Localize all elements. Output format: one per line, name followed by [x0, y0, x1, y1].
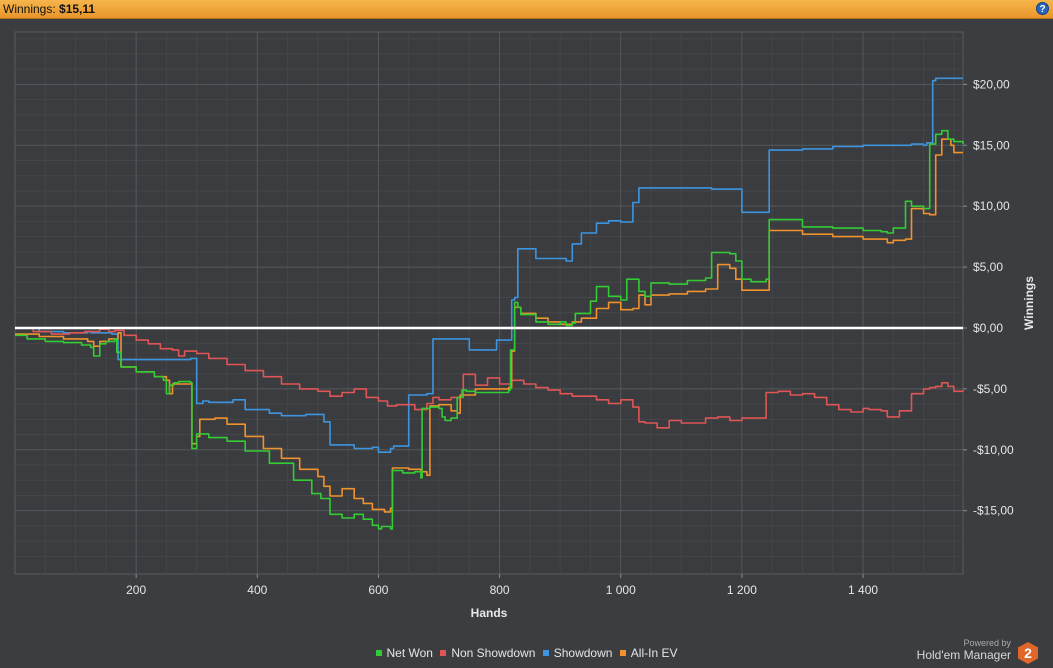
- legend-swatch: [619, 650, 626, 656]
- y-tick-label: $20,00: [973, 77, 1010, 91]
- x-tick-label: 1 200: [727, 583, 757, 597]
- hem-logo-icon: 2: [1018, 642, 1038, 664]
- series-line-non-showdown: [15, 327, 964, 429]
- logo-number: 2: [1024, 645, 1032, 661]
- x-tick-label: 800: [490, 583, 510, 597]
- winnings-value: $15,11: [59, 2, 96, 16]
- legend-item-non-showdown[interactable]: Non Showdown: [440, 646, 535, 660]
- legend-label: Non Showdown: [451, 646, 536, 660]
- chart-legend: Net Won Non Showdown Showdown All-In EV: [0, 646, 1053, 660]
- legend-item-all-in-ev[interactable]: All-In EV: [619, 646, 678, 660]
- y-axis-label: Winnings: [1022, 276, 1036, 330]
- legend-label: All-In EV: [630, 646, 678, 660]
- series-line-net-won: [15, 129, 964, 530]
- x-tick-label: 1 000: [606, 583, 636, 597]
- plot-area: [14, 31, 964, 575]
- y-tick-label: $5,00: [973, 260, 1003, 274]
- x-tick-label: 1 400: [848, 583, 878, 597]
- x-tick-label: 200: [126, 583, 146, 597]
- legend-label: Showdown: [553, 646, 613, 660]
- series-line-showdown: [15, 77, 963, 453]
- legend-item-showdown[interactable]: Showdown: [542, 646, 613, 660]
- y-tick-label: $10,00: [973, 199, 1010, 213]
- powered-by: Powered by Hold'em Manager: [917, 638, 1011, 662]
- y-tick-label: $0,00: [973, 321, 1003, 335]
- x-tick-label: 400: [247, 583, 267, 597]
- legend-label: Net Won: [386, 646, 433, 660]
- legend-swatch: [542, 650, 549, 656]
- winnings-label: Winnings:: [3, 2, 56, 16]
- help-icon[interactable]: ?: [1036, 2, 1049, 15]
- y-tick-label: -$5,00: [973, 382, 1007, 396]
- y-tick-label: -$15,00: [973, 504, 1014, 518]
- x-tick-label: 600: [368, 583, 388, 597]
- winnings-summary: Winnings: $15,11: [3, 2, 95, 16]
- y-tick-label: $15,00: [973, 138, 1010, 152]
- winnings-chart: 200 400 600 800 1 000 1 200 1 400 $20,00 $15,00…: [14, 31, 1036, 620]
- legend-item-net-won[interactable]: Net Won: [375, 646, 433, 660]
- legend-swatch: [375, 650, 382, 656]
- powered-by-label: Powered by: [963, 638, 1011, 648]
- header-bar: Winnings: $15,11 ?: [0, 0, 1053, 19]
- legend-swatch: [440, 650, 447, 656]
- x-axis-label: Hands: [471, 606, 508, 620]
- series-line-all-in-ev: [15, 138, 963, 513]
- y-tick-label: -$10,00: [973, 443, 1014, 457]
- brand-name: Hold'em Manager: [916, 648, 1011, 662]
